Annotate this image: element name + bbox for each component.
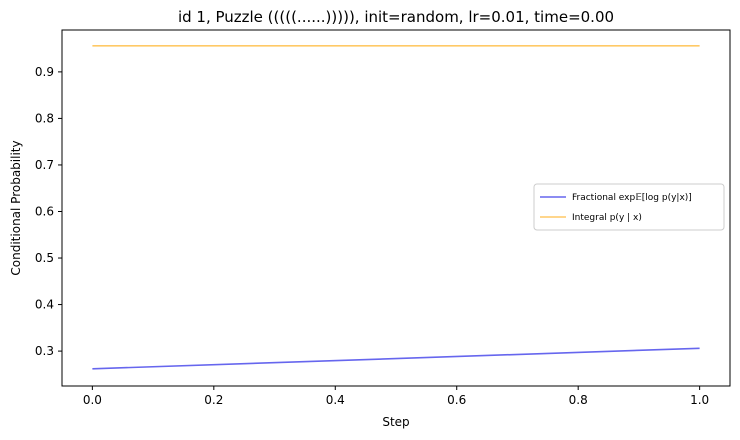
y-axis-label: Conditional Probability [9,140,23,275]
y-tick-label: 0.6 [35,204,54,218]
legend-label-integral: Integral p(y | x) [572,213,642,223]
legend-label-fractional: Fractional exp𝔼[log p(y|x)] [572,193,692,203]
series-layer [92,44,700,370]
legend: Fractional exp𝔼[log p(y|x)] Integral p(y… [533,183,725,231]
y-tick-label: 0.5 [35,251,54,265]
y-tick-label: 0.7 [35,158,54,172]
series-line-0 [92,347,700,370]
x-axis-ticks: 0.0 0.2 0.4 0.6 0.8 1.0 [83,386,709,407]
y-tick-label: 0.4 [35,298,54,312]
x-tick-label: 0.0 [83,393,102,407]
x-tick-label: 0.2 [204,393,223,407]
x-tick-label: 0.4 [326,393,345,407]
y-tick-label: 0.3 [35,344,54,358]
legend-box [533,183,725,231]
x-tick-label: 0.8 [569,393,588,407]
y-tick-label: 0.9 [35,65,54,79]
x-tick-label: 0.6 [447,393,466,407]
x-tick-label: 1.0 [690,393,709,407]
plot-area-frame [61,29,731,387]
y-tick-label: 0.8 [35,111,54,125]
chart-title: id 1, Puzzle (((((......))))), init=rand… [178,8,614,26]
x-axis-label: Step [382,415,409,429]
y-axis-ticks: 0.3 0.4 0.5 0.6 0.7 0.8 0.9 [35,65,62,358]
